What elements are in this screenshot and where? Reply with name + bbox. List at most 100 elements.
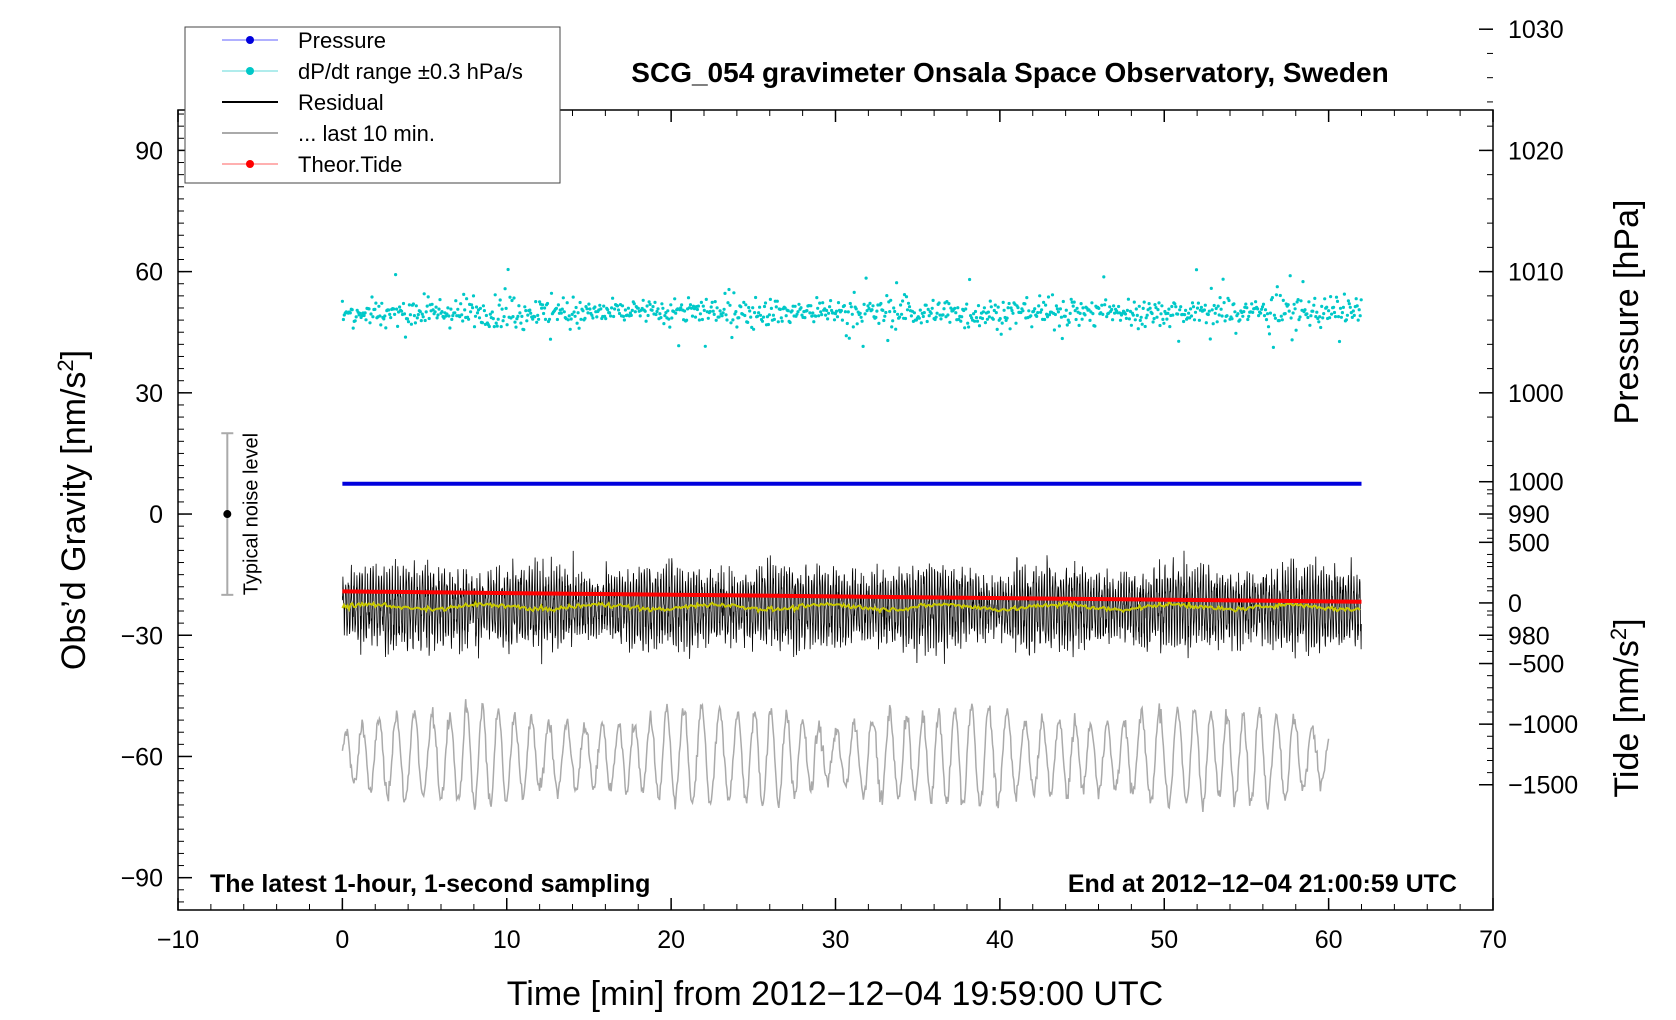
y-tick-label: 0 [149,501,163,529]
dpdt-point [1140,322,1144,326]
dpdt-point [1141,306,1145,310]
dpdt-point [604,317,608,321]
dpdt-point [996,305,1000,309]
dpdt-point [1008,327,1012,331]
dpdt-point [810,314,814,318]
dpdt-point [1009,306,1013,310]
x-tick-label: 20 [657,926,685,954]
dpdt-point [666,309,670,313]
dpdt-point [1112,304,1116,308]
pressure-tick-label: 1030 [1508,16,1564,44]
dpdt-point [1147,302,1151,306]
dpdt-point [1303,308,1307,312]
dpdt-point [503,287,507,291]
dpdt-point [885,294,889,298]
dpdt-point [690,314,695,318]
dpdt-point [834,309,839,313]
dpdt-point [1054,304,1058,308]
annotation-latest-hour: The latest 1-hour, 1-second sampling [210,870,650,898]
dpdt-point [588,307,592,311]
dpdt-point [922,311,926,315]
dpdt-point [747,305,751,310]
pressure-tick-label: 1000 [1508,380,1564,408]
dpdt-point [561,296,565,300]
tide-label-sup: 2 [1606,628,1631,640]
dpdt-point [1327,309,1331,313]
dpdt-point [500,307,504,311]
dpdt-point [1312,303,1316,307]
dpdt-point [1118,318,1123,322]
dpdt-point [840,318,845,322]
dpdt-point [767,313,772,317]
dpdt-point [1027,309,1031,313]
dpdt-point [1097,306,1101,310]
dpdt-point [1236,312,1240,316]
dpdt-point [394,273,398,277]
dpdt-point [1217,313,1221,317]
dpdt-point [859,315,863,319]
dpdt-point [409,322,413,326]
dpdt-point [1272,313,1276,317]
dpdt-point [586,311,590,315]
dpdt-point [1296,298,1300,302]
dpdt-point [1336,315,1341,319]
dpdt-point [1187,311,1191,315]
dpdt-point [388,312,392,316]
dpdt-point [926,307,930,311]
dpdt-point [459,302,463,306]
dpdt-point [865,309,869,313]
dpdt-point [629,313,633,317]
dpdt-point [1171,313,1175,317]
dpdt-point [703,344,707,348]
dpdt-point [1280,318,1284,322]
dpdt-point [700,317,705,322]
dpdt-point [1102,275,1106,279]
x-axis-ticks: −10 0 10 20 30 40 50 60 70 [157,110,1507,954]
dpdt-point [1199,305,1203,309]
dpdt-point [1100,303,1104,307]
dpdt-point [1286,303,1290,307]
dpdt-point [954,311,958,315]
dpdt-point [1230,317,1234,321]
dpdt-point [1067,320,1071,324]
dpdt-point [683,309,687,313]
dpdt-point [1233,310,1237,314]
dpdt-point [942,307,946,311]
dpdt-point [1267,332,1272,336]
dpdt-point [1338,306,1343,310]
dpdt-point [1165,317,1169,321]
dpdt-point [729,321,733,325]
dpdt-point [1184,308,1188,312]
dpdt-point [945,300,949,304]
dpdt-point [379,323,383,327]
dpdt-point [927,314,931,318]
dpdt-point [850,312,854,316]
dpdt-point [718,309,722,313]
pressure-axis-ticks: 1030 1020 1010 1000 990 980 [1479,16,1564,650]
dpdt-point [494,321,498,325]
dpdt-point [422,292,426,296]
dpdt-point [367,307,371,311]
dpdt-point [1129,323,1133,327]
tide-tick-label: −1000 [1508,711,1578,739]
dpdt-point [595,315,599,319]
dpdt-point [1245,306,1249,310]
dpdt-point [976,304,981,308]
dpdt-point [573,314,577,318]
dpdt-point [772,317,777,321]
dpdt-point [1150,311,1154,316]
dpdt-point [1213,311,1217,315]
dpdt-point [474,305,479,309]
dpdt-point [554,306,559,310]
dpdt-point [1069,297,1073,301]
dpdt-point [753,311,757,315]
dpdt-point [735,325,739,329]
dpdt-point [987,315,992,319]
dpdt-point [413,321,417,325]
dpdt-point [516,314,520,318]
dpdt-point [1263,308,1268,312]
dpdt-point [1275,285,1279,289]
dpdt-point [1247,314,1251,318]
chart-title: SCG_054 gravimeter Onsala Space Observat… [631,57,1388,88]
dpdt-point [1203,303,1207,307]
